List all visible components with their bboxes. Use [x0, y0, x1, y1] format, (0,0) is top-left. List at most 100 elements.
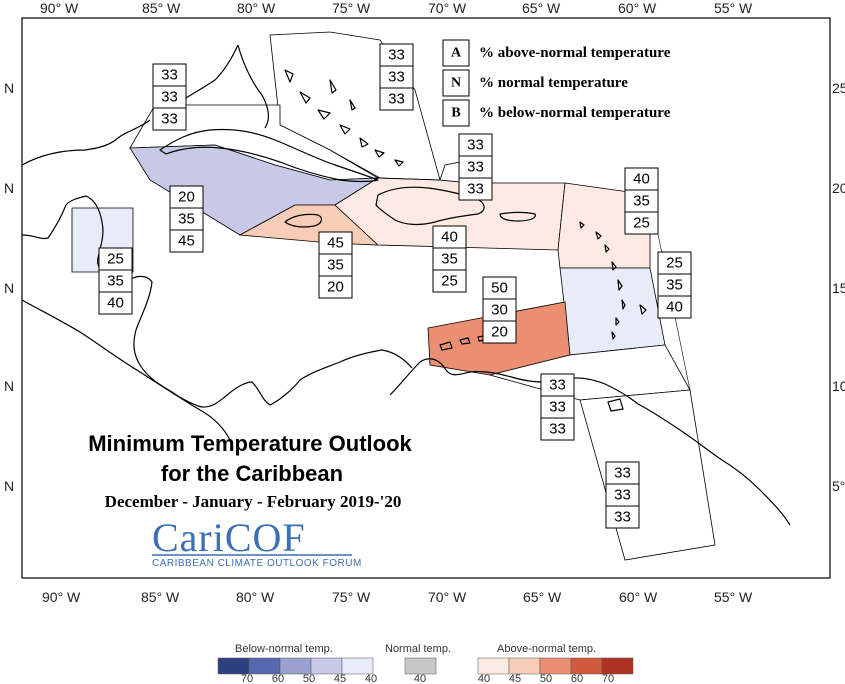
coast-cuba: [159, 128, 379, 183]
probability-boxes: 33 33 33 33 33 33 20 35 45 45 35 20 40 3…: [98, 43, 692, 529]
scale-tick-label: 45: [334, 673, 346, 684]
lon-tick-top: 80° W: [237, 0, 276, 16]
scale-tick-label: 70: [241, 673, 253, 684]
prob-normal: 33: [388, 69, 405, 86]
prob-stack-jamaica: 45 35 20: [318, 231, 353, 299]
prob-stack-bahamas: 33 33 33: [379, 43, 414, 111]
prob-normal: 35: [633, 193, 650, 210]
legend-text: % above-normal temperature: [479, 45, 671, 61]
lon-tick-top: 75° W: [332, 0, 371, 16]
scale-tick-label: 40: [414, 673, 426, 684]
scale-swatch: [570, 657, 603, 675]
prob-above: 33: [614, 465, 631, 482]
prob-above: 45: [327, 235, 344, 252]
scale-label-below: Below-normal temp.: [235, 643, 333, 655]
lat-suffix-left: N: [4, 378, 14, 394]
scale-tick-label: 60: [272, 673, 284, 684]
prob-below: 33: [467, 181, 484, 198]
scale-swatches-above: 40 45 50 60 70: [477, 657, 634, 684]
prob-below: 20: [491, 324, 508, 341]
lon-tick-bottom: 65° W: [523, 589, 562, 605]
lon-tick-top: 70° W: [428, 0, 467, 16]
prob-above: 25: [107, 251, 124, 268]
scale-label-normal: Normal temp.: [385, 643, 451, 655]
legend-item-normal: N % normal temperature: [442, 69, 628, 97]
title-line-2: for the Caribbean: [161, 461, 343, 486]
lon-tick-top: 65° W: [522, 0, 561, 16]
legend: A % above-normal temperature N % normal …: [442, 39, 671, 127]
lon-tick-top: 55° W: [714, 0, 753, 16]
legend-key: A: [451, 46, 462, 61]
color-scale: Below-normal temp. Normal temp. Above-no…: [217, 643, 634, 684]
prob-above: 40: [633, 171, 650, 188]
scale-tick-label: 45: [509, 673, 521, 684]
scale-tick-label: 70: [602, 673, 614, 684]
prob-normal: 35: [441, 251, 458, 268]
lat-suffix-left: N: [4, 280, 14, 296]
prob-stack-turks-caicos: 33 33 33: [458, 133, 493, 201]
prob-above: 33: [388, 47, 405, 64]
legend-text: % normal temperature: [479, 75, 628, 91]
coast-central-america-pacific: [21, 299, 231, 441]
prob-stack-windward: 25 35 40: [657, 251, 692, 319]
prob-above: 40: [441, 229, 458, 246]
lat-tick-right: 5°: [832, 478, 845, 494]
zone-windward: [559, 267, 666, 356]
title-period: December - January - February 2019-'20: [105, 492, 402, 511]
coast-hispaniola: [375, 186, 485, 226]
prob-below: 20: [327, 279, 344, 296]
prob-above: 50: [491, 280, 508, 297]
coast-lesser-antilles: [579, 221, 647, 340]
prob-below: 25: [441, 273, 458, 290]
legend-key: N: [451, 76, 461, 91]
lat-tick-right: 10: [832, 378, 845, 394]
prob-stack-abc-islands: 50 30 20: [482, 276, 517, 344]
coast-bahamas: [284, 69, 404, 167]
prob-normal: 33: [614, 487, 631, 504]
scale-swatch: [248, 657, 281, 675]
scale-swatches-below: 70 60 50 45 40: [217, 657, 377, 684]
scale-swatch: [310, 657, 343, 675]
logo-wordmark: CariCOF: [152, 515, 306, 560]
scale-swatch: [539, 657, 572, 675]
lon-tick-bottom: 85° W: [141, 589, 180, 605]
lon-tick-bottom: 55° W: [714, 589, 753, 605]
prob-below: 45: [178, 233, 195, 250]
coast-puerto-rico: [499, 211, 536, 222]
prob-normal: 33: [161, 89, 178, 106]
legend-item-above: A % above-normal temperature: [442, 39, 671, 67]
lat-tick-right: 20: [832, 180, 845, 196]
scale-tick-label: 50: [540, 673, 552, 684]
lat-suffix-left: N: [4, 80, 14, 96]
scale-swatches-normal: 40: [404, 657, 437, 684]
title-block: Minimum Temperature Outlook for the Cari…: [88, 431, 412, 511]
scale-swatch: [341, 657, 374, 675]
prob-above: 33: [467, 137, 484, 154]
prob-normal: 35: [107, 273, 124, 290]
lon-tick-top: 90° W: [40, 0, 79, 16]
lon-tick-bottom: 70° W: [428, 589, 467, 605]
prob-above: 33: [549, 377, 566, 394]
coast-central-america: [21, 195, 413, 408]
prob-normal: 33: [467, 159, 484, 176]
longitude-axis-top: 90° W 85° W 80° W 75° W 70° W 65° W 60° …: [40, 0, 753, 16]
scale-swatch: [508, 657, 541, 675]
legend-text: % below-normal temperature: [479, 105, 671, 121]
latitude-axis-left: N N N N N: [4, 80, 14, 494]
scale-tick-label: 40: [365, 673, 377, 684]
coast-south-america: [389, 358, 791, 526]
legend-key: B: [451, 106, 460, 121]
prob-below: 33: [614, 509, 631, 526]
lat-tick-right: 25: [832, 80, 845, 96]
lon-tick-bottom: 80° W: [236, 589, 275, 605]
lon-tick-bottom: 90° W: [42, 589, 81, 605]
prob-normal: 33: [549, 399, 566, 416]
prob-stack-leeward: 40 35 25: [624, 167, 659, 235]
scale-tick-label: 50: [303, 673, 315, 684]
prob-below: 33: [388, 91, 405, 108]
lon-tick-top: 60° W: [618, 0, 657, 16]
prob-normal: 35: [327, 257, 344, 274]
scale-swatch: [279, 657, 312, 675]
prob-stack-cuba: 20 35 45: [169, 185, 204, 253]
